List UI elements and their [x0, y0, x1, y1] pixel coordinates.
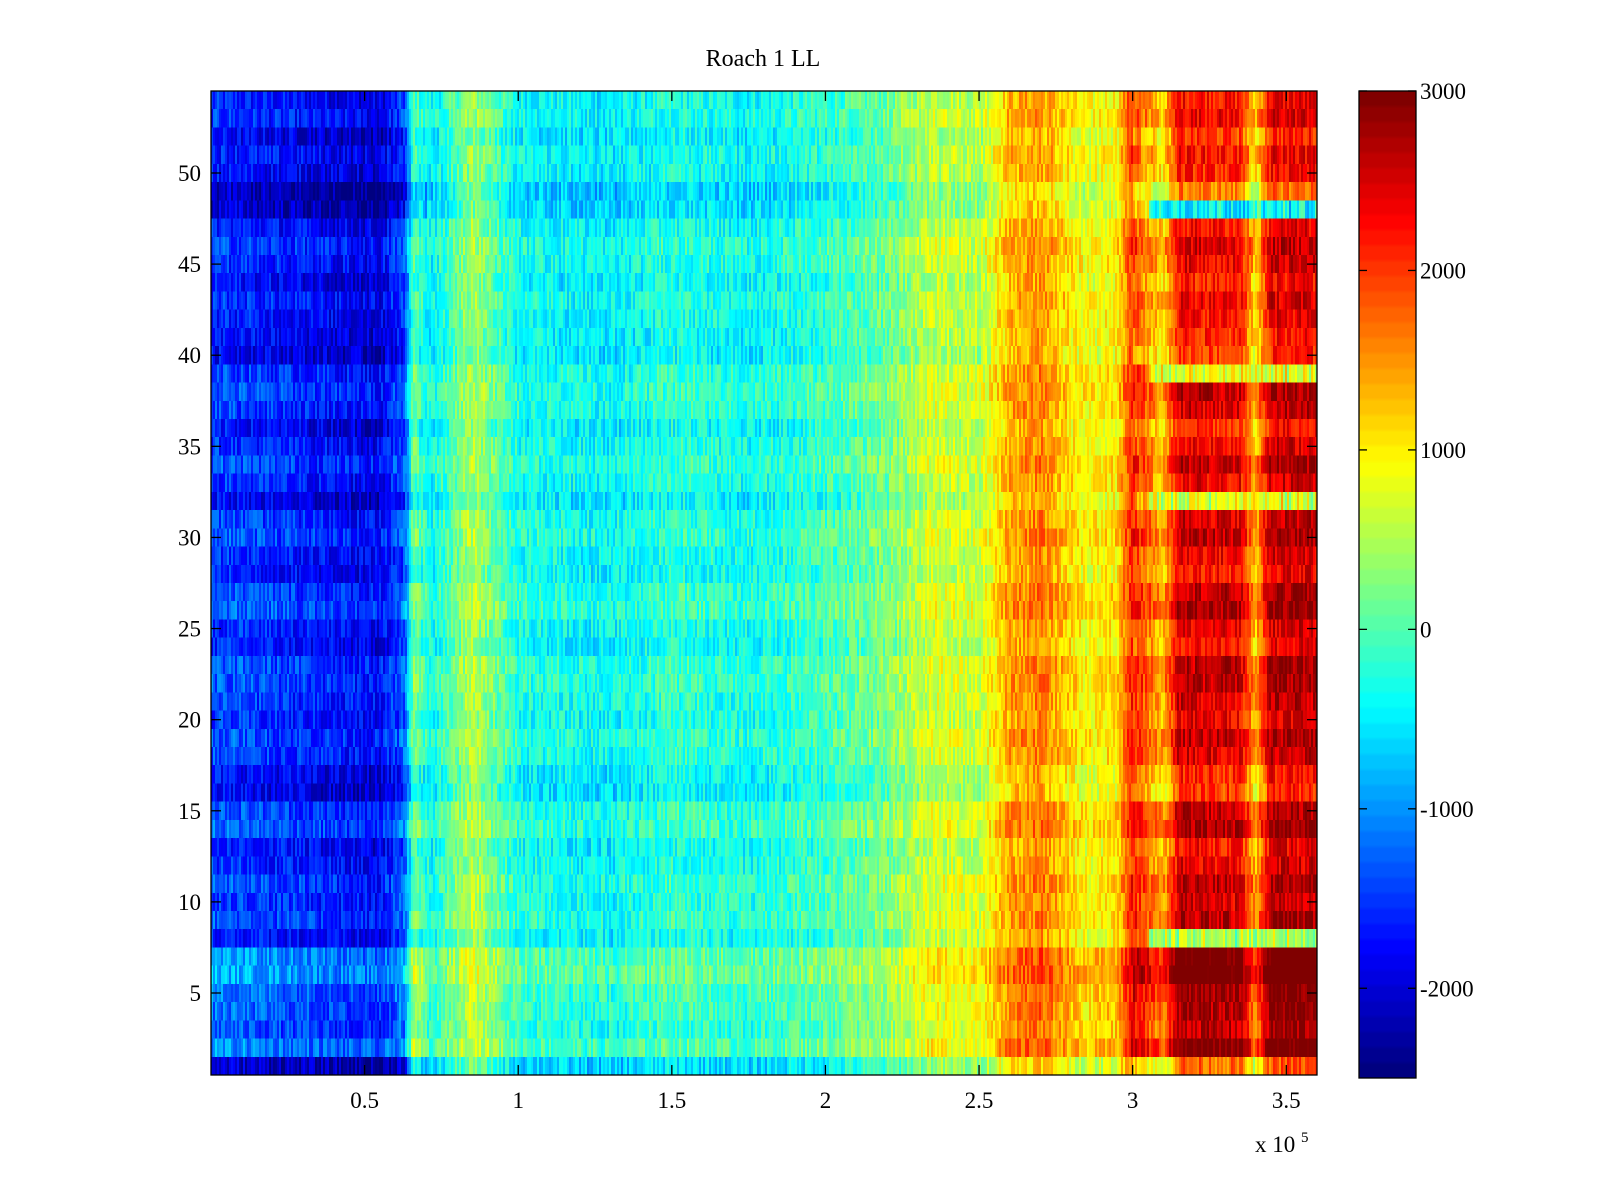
y-tick-label: 40	[178, 343, 201, 368]
chart-title: Roach 1 LL	[706, 46, 821, 72]
y-tick-label: 50	[178, 161, 201, 186]
y-tick-label: 45	[178, 252, 201, 277]
colorbar-tick-label: 1000	[1420, 438, 1466, 463]
y-tick-label: 25	[178, 617, 201, 642]
x-exponent-base: x 10	[1255, 1132, 1295, 1157]
y-tick-label: 5	[190, 981, 202, 1006]
colorbar-gradient	[1359, 91, 1416, 1078]
colorbar-tick-label: 2000	[1420, 258, 1466, 283]
heatmap-image	[211, 91, 1317, 1075]
x-tick-label: 0.5	[350, 1088, 379, 1113]
y-tick-label: 10	[178, 890, 201, 915]
y-tick-label: 15	[178, 799, 201, 824]
x-tick-label: 2.5	[965, 1088, 994, 1113]
x-axis-ticks: 0.5 1 1.5 2 2.5 3 3.5	[350, 91, 1301, 1113]
x-tick-label: 1.5	[657, 1088, 686, 1113]
y-axis-ticks: 5 10 15 20 25 30 35 40 45 50	[178, 161, 1317, 1006]
colorbar-tick-label: 3000	[1420, 79, 1466, 104]
x-tick-label: 3.5	[1272, 1088, 1301, 1113]
x-tick-label: 2	[820, 1088, 832, 1113]
x-tick-label: 1	[512, 1088, 524, 1113]
x-exponent-power: 5	[1301, 1130, 1309, 1146]
colorbar-frame	[1358, 90, 1417, 1079]
x-exponent-label: x 10 5	[1255, 1130, 1309, 1157]
y-tick-label: 35	[178, 434, 201, 459]
plot-frame	[210, 90, 1318, 1076]
colorbar-tick-label: 0	[1420, 617, 1432, 642]
colorbar-tick-label: -1000	[1420, 797, 1474, 822]
colorbar-tick-label: -2000	[1420, 976, 1474, 1001]
colorbar-ticks: 3000 2000 1000 0 -1000 -2000	[1359, 79, 1474, 1001]
y-tick-label: 30	[178, 525, 201, 550]
x-tick-label: 3	[1127, 1088, 1139, 1113]
y-tick-label: 20	[178, 708, 201, 733]
